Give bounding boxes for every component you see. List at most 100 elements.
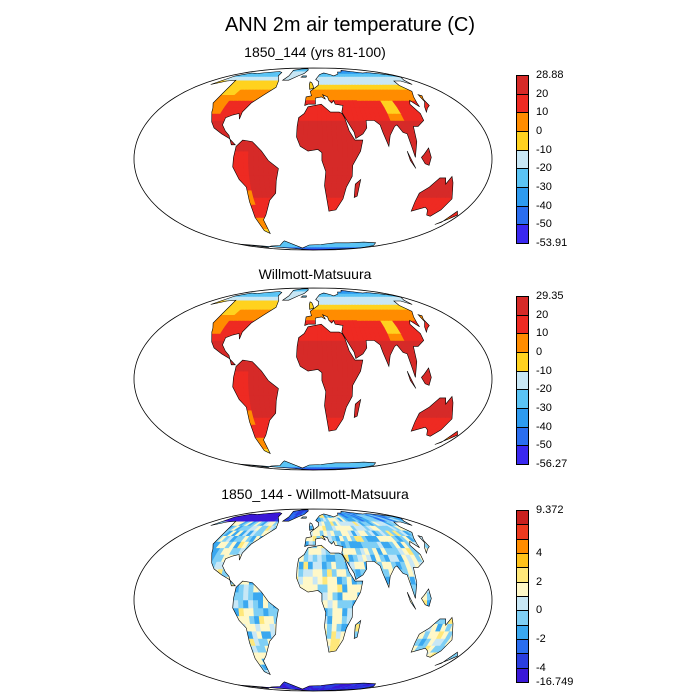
coastline [434, 651, 458, 666]
colorbar-label: 10 [536, 327, 549, 340]
colorbar-swatch [516, 510, 529, 526]
colorbar-swatch [516, 553, 529, 569]
colorbar-swatch [516, 370, 529, 391]
colorbar-label: 20 [536, 87, 549, 100]
coastline [238, 681, 377, 692]
colorbar-swatch [516, 112, 529, 132]
colorbar-label: -4 [536, 661, 546, 674]
colorbar-swatch [516, 187, 529, 207]
colorbar-label: -30 [536, 181, 552, 193]
colorbar-label: -40 [536, 199, 552, 212]
colorbar-swatch [516, 168, 529, 188]
coastline [304, 69, 425, 158]
colorbar-swatch [516, 296, 529, 316]
colorbar-swatch [516, 610, 529, 626]
colorbar-label: 2 [536, 575, 543, 588]
coastline [281, 68, 309, 81]
colorbar-swatch [516, 653, 529, 669]
coastline [296, 103, 364, 212]
colorbar-swatch [516, 224, 529, 244]
coastline [406, 370, 417, 389]
coastline [353, 398, 362, 419]
colorbar-swatch [516, 149, 529, 170]
coastline [232, 580, 279, 676]
coastline [410, 616, 454, 658]
main-title: ANN 2m air temperature (C) [224, 14, 476, 36]
colorbar-label: -53.91 [536, 237, 568, 249]
colorbar-swatch [516, 93, 529, 114]
coastline [281, 288, 309, 301]
coastline [296, 544, 364, 653]
map-boundary [133, 508, 493, 692]
coastline [434, 210, 458, 225]
coastline [300, 75, 307, 78]
colorbar-label: 0 [536, 125, 543, 137]
colorbar-label: 4 [536, 547, 543, 559]
map-boundary [133, 287, 493, 471]
colorbar-label: -16.749 [536, 676, 574, 688]
coastline [238, 240, 377, 251]
colorbar-label: 28.88 [536, 69, 564, 81]
coastline [296, 323, 364, 432]
colorbar-label: 20 [536, 308, 549, 321]
colorbar-label: -2 [536, 633, 546, 645]
coastline [232, 359, 279, 455]
coastline [300, 516, 307, 519]
world-map [133, 287, 493, 471]
coastline [281, 509, 309, 522]
colorbar-label: 0 [536, 346, 543, 358]
colorbar-label: 10 [536, 106, 549, 119]
world-map [133, 508, 493, 692]
colorbar-swatch [516, 314, 529, 335]
coastline [304, 289, 425, 378]
coastline [210, 71, 283, 146]
coastline [210, 291, 283, 366]
panel-title: Willmott-Matsuura [258, 266, 372, 282]
coastline [417, 94, 430, 114]
colorbar-swatch [516, 389, 529, 409]
colorbar-swatch [516, 445, 529, 465]
coastline [410, 175, 454, 217]
colorbar-label: 29.35 [536, 290, 564, 302]
colorbar-label: -50 [536, 218, 552, 231]
coastline [406, 591, 417, 610]
colorbar-label: -50 [536, 439, 552, 452]
coastline [232, 139, 279, 235]
coastline [421, 588, 432, 607]
colorbar-swatch [516, 333, 529, 353]
colorbar-swatch [516, 567, 529, 583]
map-boundary [133, 67, 493, 251]
coastline [406, 150, 417, 169]
colorbar-swatch [516, 639, 529, 655]
world-map [133, 67, 493, 251]
colorbar-label: -30 [536, 402, 552, 414]
colorbar-label: -56.27 [536, 458, 568, 470]
coastline [421, 147, 432, 166]
coastline [300, 295, 307, 298]
colorbar-label: -20 [536, 162, 552, 175]
colorbar-label: -20 [536, 383, 552, 396]
coastline [421, 367, 432, 386]
coastline [308, 522, 315, 531]
coastline [308, 81, 315, 90]
colorbar-swatch [516, 205, 529, 226]
colorbar-swatch [516, 581, 529, 597]
coastline [417, 314, 430, 334]
panel-title: 1850_144 - Willmott-Matsuura [221, 486, 409, 502]
coastline [304, 510, 425, 599]
coastline [410, 395, 454, 437]
coastline [417, 535, 430, 555]
colorbar-swatch [516, 352, 529, 372]
colorbar-swatch [516, 408, 529, 428]
colorbar-label: 9.372 [536, 504, 564, 516]
colorbar-label: -10 [536, 364, 552, 377]
colorbar-swatch [516, 524, 529, 540]
coastline [353, 619, 362, 640]
coastline [210, 512, 283, 587]
colorbar-label: -10 [536, 143, 552, 156]
coastline [238, 460, 377, 471]
panel-title: 1850_144 (yrs 81-100) [244, 44, 386, 60]
colorbar-swatch [516, 596, 529, 612]
coastline [353, 178, 362, 199]
colorbar-swatch [516, 131, 529, 151]
